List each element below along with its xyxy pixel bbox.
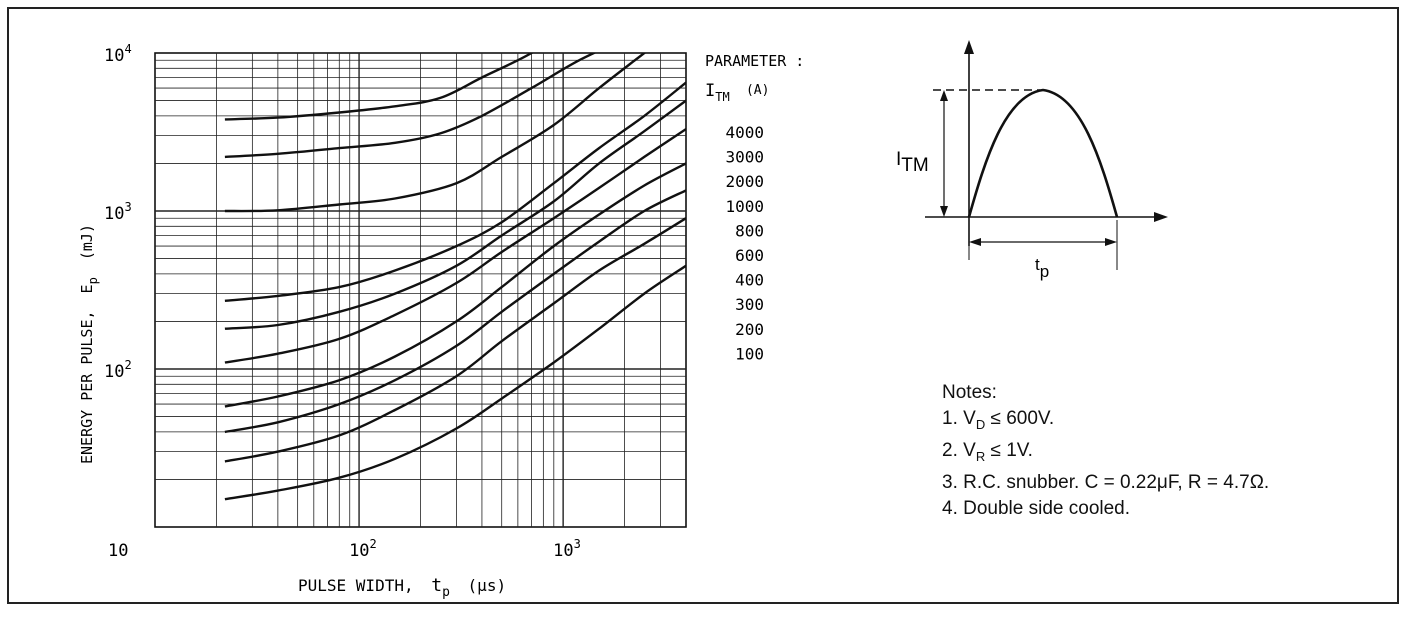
pulse-half-sine [967,88,1119,218]
pulse-horizontal-arrow [1154,212,1168,222]
grid [154,52,687,528]
legend-title-symbol-line: ITM (A) [705,81,769,106]
curve-itm-600 [224,128,686,364]
y-tick-label: 102 [104,358,132,382]
legend-item-1000: 1000 [725,197,764,216]
legend-symbol-sub: TM [715,90,729,104]
pulse-diagram [925,40,1168,270]
curve-itm-1000 [224,81,686,302]
note-item-4: 4. Double side cooled. [942,496,1269,522]
curve-itm-400 [224,162,686,408]
note-1-suffix: ≤ 600V. [985,408,1055,429]
y-axis-label-text: ENERGY PER PULSE, [78,310,96,464]
y-tick-label: 103 [104,200,132,224]
y-tick-label: 104 [104,42,132,66]
x-tick-label: 103 [553,537,581,561]
note-2-sub: R [975,448,986,464]
note-2-prefix: 2. V [942,439,976,461]
curve-itm-300 [224,189,686,434]
legend-item-2000: 2000 [725,172,764,191]
legend-title: PARAMETER : [705,52,804,70]
itm-arrow-down [940,206,948,217]
curve-itm-2000 [224,53,647,213]
x-axis-label-unit: (μs) [468,576,507,595]
itm-sub: TM [901,155,928,176]
curve-itm-4000 [224,53,534,121]
curve-itm-200 [224,217,686,463]
x-axis-label: PULSE WIDTH, tp (μs) [298,575,506,600]
tick-labels: 102 103 104 102 103 10 [104,42,581,561]
curves [224,53,686,501]
note-4-text: 4. Double side cooled. [942,497,1131,519]
legend-unit: (A) [746,83,769,98]
legend-item-3000: 3000 [725,148,764,167]
itm-arrow-up [940,90,948,101]
y-axis-label-symbol-sub: p [86,277,100,284]
x-axis-label-symbol: t [431,575,442,596]
legend-item-800: 800 [735,221,764,240]
note-2-suffix: ≤ 1V. [985,439,1033,461]
x-tick-label: 102 [349,537,377,561]
notes-block: Notes: 1. VD ≤ 600V. 2. VR ≤ 1V. 3. R.C.… [942,380,1269,522]
legend-item-4000: 4000 [725,123,764,142]
note-item-3: 3. R.C. snubber. C = 0.22μF, R = 4.7Ω. [942,470,1269,496]
itm-label: ITM [896,149,929,176]
legend-item-200: 200 [735,320,764,339]
legend-item-600: 600 [735,246,764,265]
y-axis-label-unit: (mJ) [78,224,96,260]
legend-items: 4000 3000 2000 1000 800 600 400 300 200 100 [725,123,764,363]
note-1-prefix: 1. V [942,408,976,429]
note-3-text: 3. R.C. snubber. C = 0.22μF, R = 4.7Ω. [942,471,1270,493]
legend-symbol: I [705,81,715,101]
legend-item-100: 100 [735,344,764,363]
tp-sub: p [1040,262,1049,281]
curve-itm-3000 [224,53,597,159]
pulse-vertical-arrow [964,40,974,54]
note-item-1: 1. VD ≤ 600V. [942,406,1269,438]
tp-label: tp [1035,255,1049,281]
y-axis-label-symbol: E [78,284,96,293]
tp-arrow-left [969,238,981,246]
curve-itm-800 [224,99,686,330]
legend-item-400: 400 [735,271,764,290]
x-axis-label-symbol-sub: p [442,585,450,600]
curve-itm-100 [224,264,686,501]
figure-frame [7,7,1399,604]
tp-arrow-right [1105,238,1117,246]
tp-symbol: t [1035,255,1040,274]
itm-symbol: I [896,149,901,170]
y-axis-label: ENERGY PER PULSE, Ep (mJ) [78,224,101,464]
notes-title: Notes: [942,382,997,403]
note-item-2: 2. VR ≤ 1V. [942,438,1269,470]
axis-origin-label: 10 [108,541,128,561]
note-1-sub: D [975,416,986,432]
legend-item-300: 300 [735,295,764,314]
x-axis-label-text: PULSE WIDTH, [298,576,414,595]
